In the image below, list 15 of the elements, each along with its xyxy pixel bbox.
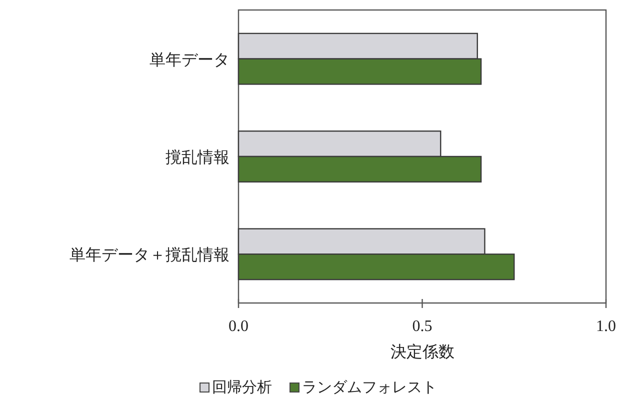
y-tick-label: 単年データ＋撹乱情報	[70, 246, 230, 264]
x-axis-title: 決定係数	[390, 343, 454, 361]
x-tick-label: 0.0	[228, 318, 248, 335]
legend-label: ランダムフォレスト	[302, 379, 437, 396]
y-tick-label: 撹乱情報	[166, 148, 230, 166]
bar	[238, 58, 482, 85]
legend-label: 回帰分析	[212, 379, 272, 396]
bar	[238, 156, 482, 182]
bar	[238, 228, 486, 255]
x-tick-label: 0.5	[412, 318, 432, 335]
bar	[238, 254, 515, 280]
x-tick-label: 1.0	[596, 318, 616, 335]
bar	[238, 32, 478, 60]
bar	[238, 130, 442, 158]
y-tick-label: 単年データ	[150, 52, 230, 69]
